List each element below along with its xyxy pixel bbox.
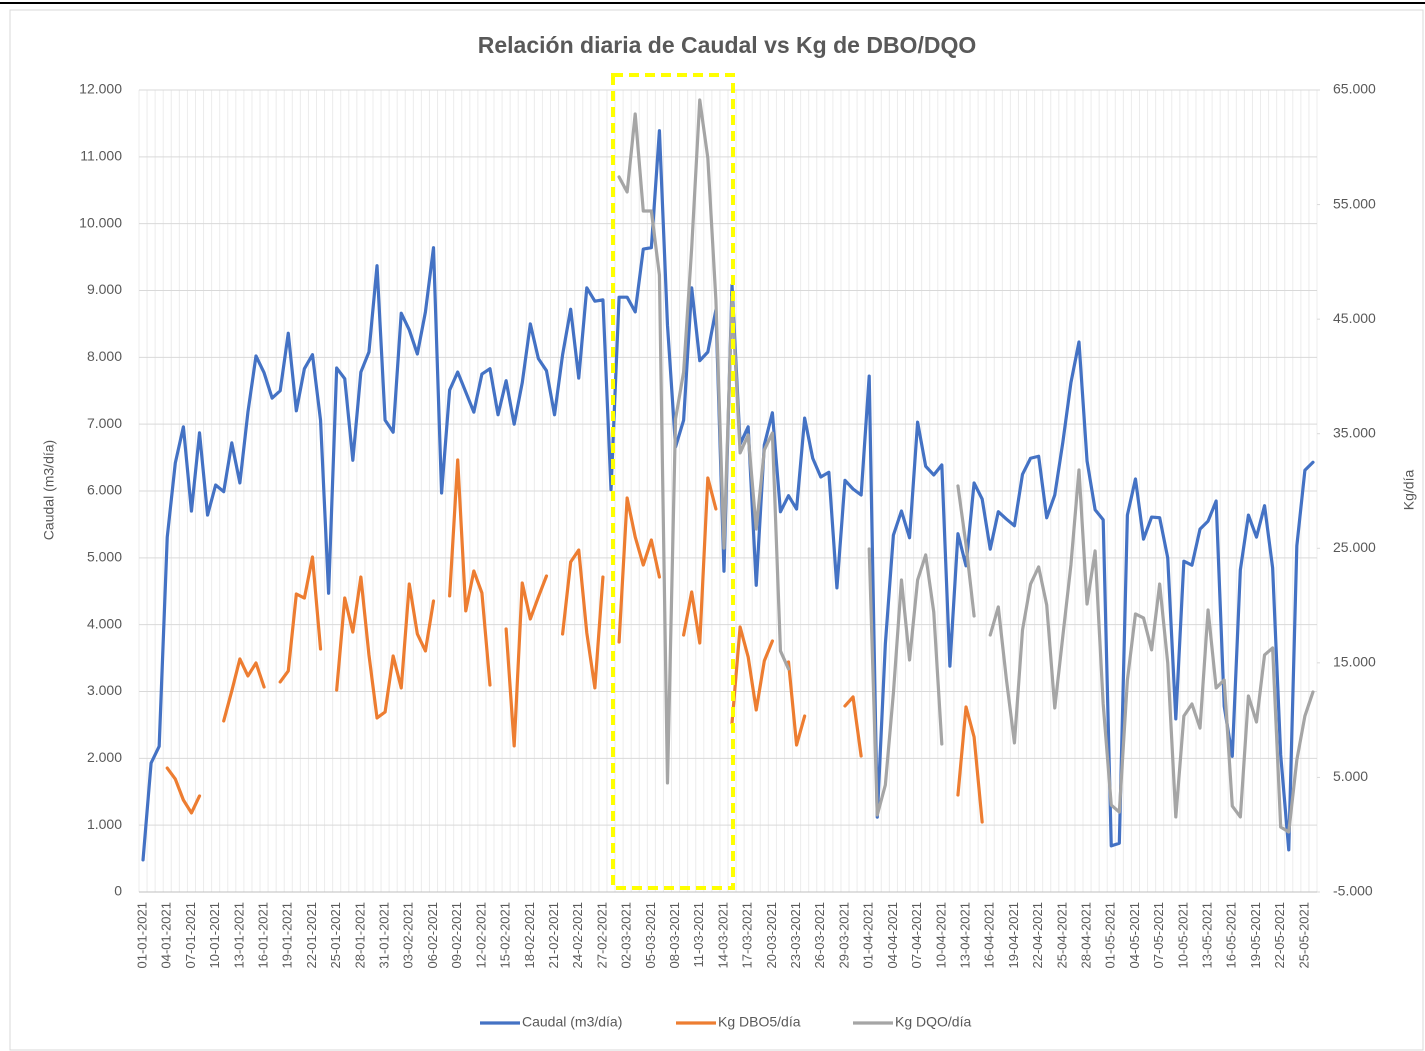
x-tick-label: 18-02-2021 bbox=[522, 902, 537, 969]
y-tick-label: 0 bbox=[114, 883, 122, 899]
x-tick-label: 19-01-2021 bbox=[280, 902, 295, 969]
x-tick-label: 14-03-2021 bbox=[715, 902, 730, 969]
y-tick-label: 10.000 bbox=[79, 214, 122, 230]
x-tick-label: 25-05-2021 bbox=[1296, 902, 1311, 969]
y2-tick-label: 35.000 bbox=[1333, 424, 1376, 440]
x-tick-label: 19-05-2021 bbox=[1248, 902, 1263, 969]
chart-frame bbox=[9, 9, 1424, 1051]
legend-label: Caudal (m3/día) bbox=[522, 1014, 622, 1030]
y2-tick-label: 25.000 bbox=[1333, 539, 1376, 555]
x-tick-label: 21-02-2021 bbox=[546, 902, 561, 969]
y-tick-label: 4.000 bbox=[87, 615, 122, 631]
x-tick-label: 28-01-2021 bbox=[352, 902, 367, 969]
x-tick-label: 07-05-2021 bbox=[1151, 902, 1166, 969]
lines bbox=[141, 98, 1315, 862]
legend-label: Kg DQO/día bbox=[895, 1014, 971, 1030]
x-tick-label: 15-02-2021 bbox=[498, 902, 513, 969]
y-tick-label: 5.000 bbox=[87, 549, 122, 565]
series-line bbox=[165, 458, 984, 824]
x-tick-label: 13-05-2021 bbox=[1200, 902, 1215, 969]
legend-label: Kg DBO5/día bbox=[718, 1014, 801, 1030]
x-tick-label: 10-04-2021 bbox=[933, 902, 948, 969]
y2-tick-label: 5.000 bbox=[1333, 768, 1368, 784]
x-tick-label: 31-01-2021 bbox=[377, 902, 392, 969]
x-tick-label: 27-02-2021 bbox=[594, 902, 609, 969]
x-tick-label: 28-04-2021 bbox=[1078, 902, 1093, 969]
x-tick-label: 22-01-2021 bbox=[304, 902, 319, 969]
x-tick-label: 16-01-2021 bbox=[255, 902, 270, 969]
x-tick-label: 07-04-2021 bbox=[909, 902, 924, 969]
x-tick-label: 12-02-2021 bbox=[473, 902, 488, 969]
y-tick-label: 7.000 bbox=[87, 415, 122, 431]
y-tick-label: 1.000 bbox=[87, 816, 122, 832]
x-tick-label: 25-01-2021 bbox=[328, 902, 343, 969]
y2-tick-label: 45.000 bbox=[1333, 310, 1376, 326]
y-tick-label: 8.000 bbox=[87, 348, 122, 364]
x-tick-label: 04-04-2021 bbox=[885, 902, 900, 969]
x-tick-label: 13-01-2021 bbox=[231, 902, 246, 969]
legend: Caudal (m3/día) Kg DBO5/día Kg DQO/día bbox=[480, 1014, 971, 1030]
x-tick-label: 01-05-2021 bbox=[1103, 902, 1118, 969]
y2-tick-label: 15.000 bbox=[1333, 654, 1376, 670]
x-tick-label: 05-03-2021 bbox=[643, 902, 658, 969]
x-tick-label: 25-04-2021 bbox=[1054, 902, 1069, 969]
x-tick-label: 02-03-2021 bbox=[619, 902, 634, 969]
x-tick-label: 04-01-2021 bbox=[159, 902, 174, 969]
y-axis-label: Caudal (m3/día) bbox=[41, 440, 57, 540]
x-tick-label: 16-04-2021 bbox=[982, 902, 997, 969]
x-tick-label: 20-03-2021 bbox=[764, 902, 779, 969]
x-tick-label: 22-04-2021 bbox=[1030, 902, 1045, 969]
x-tick-label: 29-03-2021 bbox=[836, 902, 851, 969]
x-tick-label: 17-03-2021 bbox=[740, 902, 755, 969]
y2-tick-label: 65.000 bbox=[1333, 81, 1376, 97]
x-tick-label: 16-05-2021 bbox=[1224, 902, 1239, 969]
y2-tick-label: 55.000 bbox=[1333, 195, 1376, 211]
x-tick-label: 03-02-2021 bbox=[401, 902, 416, 969]
y-tick-label: 2.000 bbox=[87, 749, 122, 765]
y-tick-label: 3.000 bbox=[87, 682, 122, 698]
x-tick-label: 07-01-2021 bbox=[183, 902, 198, 969]
x-tick-label: 19-04-2021 bbox=[1006, 902, 1021, 969]
y-tick-label: 11.000 bbox=[80, 148, 122, 164]
highlight-box bbox=[611, 73, 735, 890]
x-tick-label: 24-02-2021 bbox=[570, 902, 585, 969]
x-tick-label: 01-01-2021 bbox=[134, 902, 149, 969]
x-tick-label: 10-05-2021 bbox=[1175, 902, 1190, 969]
y-tick-label: 12.000 bbox=[79, 81, 122, 97]
x-tick-label: 26-03-2021 bbox=[812, 902, 827, 969]
chart-title: Relación diaria de Caudal vs Kg de DBO/D… bbox=[478, 32, 976, 58]
x-tick-label: 09-02-2021 bbox=[449, 902, 464, 969]
x-tick-label: 01-04-2021 bbox=[861, 902, 876, 969]
x-tick-label: 11-03-2021 bbox=[691, 902, 706, 968]
x-tick-label: 22-05-2021 bbox=[1272, 902, 1287, 969]
x-tick-label: 04-05-2021 bbox=[1127, 902, 1142, 969]
y2-tick-label: -5.000 bbox=[1333, 883, 1373, 899]
x-tick-label: 06-02-2021 bbox=[425, 902, 440, 969]
series-line bbox=[617, 98, 1315, 834]
x-tick-label: 23-03-2021 bbox=[788, 902, 803, 969]
x-tick-label: 13-04-2021 bbox=[957, 902, 972, 969]
x-tick-label: 08-03-2021 bbox=[667, 902, 682, 969]
x-tick-label: 10-01-2021 bbox=[207, 902, 222, 969]
y2-axis-label: Kg/día bbox=[1401, 470, 1417, 511]
y-tick-label: 9.000 bbox=[87, 281, 122, 297]
y-tick-label: 6.000 bbox=[87, 482, 122, 498]
